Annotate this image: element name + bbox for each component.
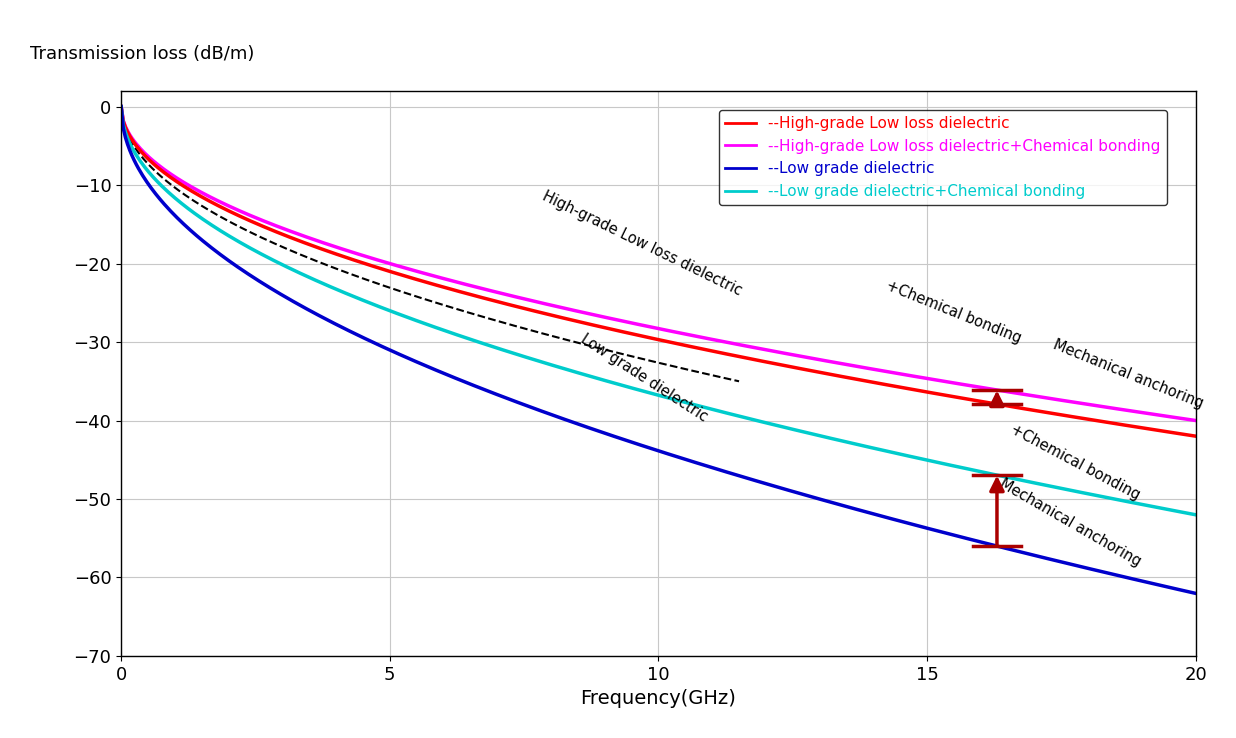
Text: High-grade Low loss dielectric: High-grade Low loss dielectric	[540, 189, 744, 299]
Text: +Chemical bonding: +Chemical bonding	[884, 278, 1023, 346]
Text: Mechanical anchoring: Mechanical anchoring	[997, 476, 1143, 570]
Text: +Chemical bonding: +Chemical bonding	[1007, 422, 1142, 503]
Text: Transmission loss (dB/m): Transmission loss (dB/m)	[30, 45, 255, 63]
Text: Low grade dielectric: Low grade dielectric	[578, 331, 711, 424]
Text: Mechanical anchoring: Mechanical anchoring	[1051, 337, 1205, 411]
Legend: --High-grade Low loss dielectric, --High-grade Low loss dielectric+Chemical bond: --High-grade Low loss dielectric, --High…	[719, 110, 1167, 205]
X-axis label: Frequency(GHz): Frequency(GHz)	[581, 689, 737, 708]
